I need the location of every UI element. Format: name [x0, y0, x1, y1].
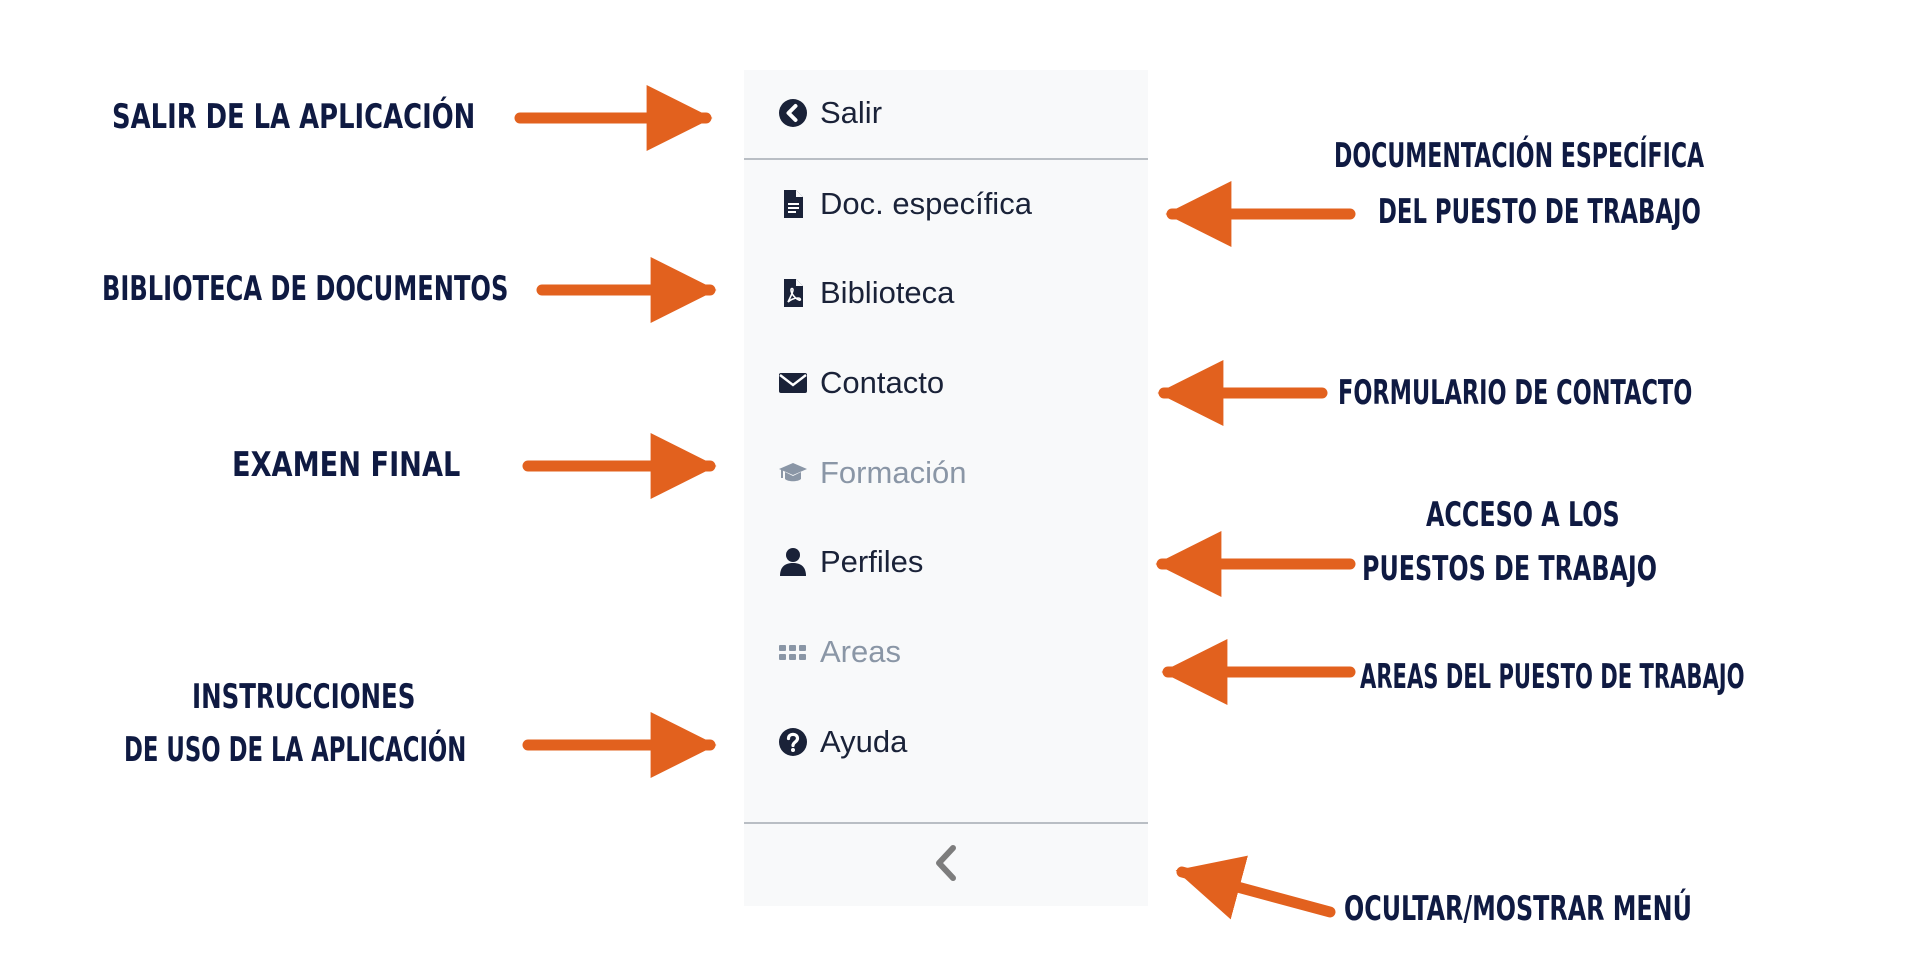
- file-pdf-icon: [778, 278, 808, 308]
- menu-item-perfiles[interactable]: Perfiles: [778, 532, 923, 592]
- annotation-biblioteca: BIBLIOTECA DE DOCUMENTOS: [102, 269, 509, 309]
- annotation-salir: SALIR DE LA APLICACIÓN: [112, 97, 476, 137]
- menu-item-formacion[interactable]: Formación: [778, 443, 966, 503]
- menu-item-label: Perfiles: [820, 544, 924, 579]
- menu-item-doc-especifica[interactable]: Doc. específica: [778, 174, 1032, 234]
- annotation-documentacion-line1: DOCUMENTACIÓN ESPECÍFICA: [1334, 136, 1705, 176]
- divider: [744, 822, 1148, 824]
- divider: [744, 158, 1148, 160]
- menu-item-contacto[interactable]: Contacto: [778, 353, 944, 413]
- menu-item-label: Contacto: [820, 365, 945, 400]
- annotation-ocultar: OCULTAR/MOSTRAR MENÚ: [1344, 889, 1692, 929]
- menu-item-label: Doc. específica: [820, 186, 1032, 221]
- menu-item-label: Salir: [820, 95, 883, 130]
- menu-item-biblioteca[interactable]: Biblioteca: [778, 263, 954, 323]
- menu-item-areas[interactable]: Areas: [778, 622, 901, 682]
- grid-dots-icon: [778, 637, 808, 667]
- annotation-acceso-line2: PUESTOS DE TRABAJO: [1362, 549, 1657, 589]
- menu-item-salir[interactable]: Salir: [778, 83, 882, 143]
- sidebar-menu: Salir Doc. específica Biblioteca Contact…: [744, 70, 1148, 906]
- file-text-icon: [778, 189, 808, 219]
- annotation-instrucciones-line2: DE USO DE LA APLICACIÓN: [124, 730, 467, 770]
- menu-item-label: Biblioteca: [820, 275, 955, 310]
- annotation-examen: EXAMEN FINAL: [232, 445, 461, 485]
- chevron-left-icon: [931, 843, 961, 888]
- arrow-ocultar: [1175, 855, 1336, 920]
- question-circle-icon: [778, 727, 808, 757]
- user-icon: [778, 547, 808, 577]
- envelope-icon: [778, 368, 808, 398]
- menu-item-label: Ayuda: [820, 724, 908, 759]
- menu-item-label: Formación: [820, 455, 967, 490]
- annotation-documentacion-line2: DEL PUESTO DE TRABAJO: [1378, 192, 1701, 232]
- menu-item-label: Areas: [820, 634, 901, 669]
- menu-item-ayuda[interactable]: Ayuda: [778, 712, 907, 772]
- annotation-acceso-line1: ACCESO A LOS: [1426, 495, 1620, 535]
- annotation-instrucciones-line1: INSTRUCCIONES: [192, 677, 416, 717]
- graduation-cap-icon: [778, 458, 808, 488]
- chevron-circle-left-icon: [778, 98, 808, 128]
- annotation-formulario: FORMULARIO DE CONTACTO: [1338, 373, 1693, 413]
- collapse-menu-button[interactable]: [744, 824, 1148, 906]
- annotation-areas: AREAS DEL PUESTO DE TRABAJO: [1360, 657, 1745, 697]
